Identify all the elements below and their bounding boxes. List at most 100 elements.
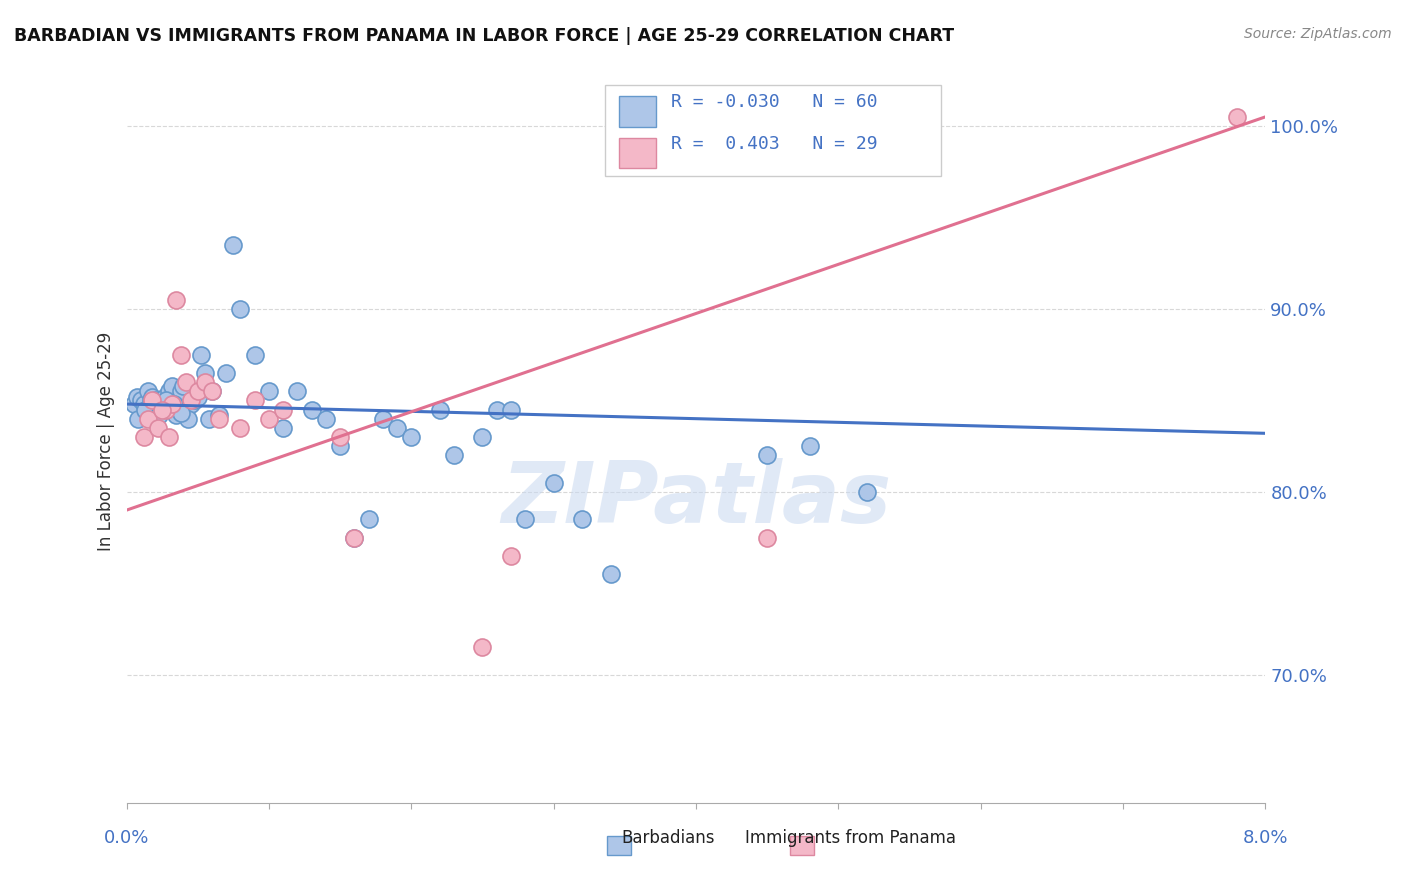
Point [169,406,191,420]
Point [229,421,252,435]
Point [443,448,465,462]
Text: R = -0.030   N = 60: R = -0.030 N = 60 [671,94,877,112]
Point [177,411,200,425]
Point [620,119,643,133]
Point [271,402,294,417]
Point [153,390,176,404]
Point [756,448,779,462]
Point [624,119,647,133]
Point [122,397,145,411]
Point [187,390,209,404]
Point [208,411,231,425]
Point [143,393,166,408]
Point [371,411,394,425]
Point [208,408,231,422]
Point [543,475,565,490]
Point [184,393,207,408]
Point [1226,110,1249,124]
Point [201,384,224,399]
Point [132,430,155,444]
Point [215,366,238,380]
Bar [619,96,657,127]
Point [471,430,494,444]
Point [169,348,191,362]
Point [329,430,352,444]
Point [172,378,194,392]
Point [165,293,187,307]
Point [287,384,309,399]
Point [756,531,779,545]
Point [132,397,155,411]
Point [198,411,221,425]
Bar [607,836,631,855]
Point [187,384,209,399]
Text: ZIPatlas: ZIPatlas [501,458,891,541]
Point [169,384,191,399]
Point [135,402,157,417]
Point [385,421,408,435]
Point [343,531,366,545]
Point [194,375,217,389]
Point [155,393,177,408]
Point [136,384,159,399]
Point [190,348,212,362]
Text: Barbadians: Barbadians [621,829,714,847]
Point [155,402,177,417]
Point [139,393,162,408]
Point [315,411,337,425]
Point [571,512,593,526]
Point [125,390,148,404]
Point [129,393,152,408]
Point [357,512,380,526]
Point [855,484,877,499]
Point [150,402,173,417]
Point [485,402,508,417]
Point [176,375,198,389]
Text: R =  0.403   N = 29: R = 0.403 N = 29 [671,136,877,153]
Point [160,378,183,392]
Point [201,384,224,399]
Point [134,402,156,417]
Point [160,397,183,411]
Point [176,402,198,417]
Point [271,421,294,435]
Point [243,393,266,408]
Point [471,640,494,655]
Text: 0.0%: 0.0% [104,829,149,847]
Point [257,411,280,425]
Point [157,430,180,444]
Point [150,402,173,417]
Point [243,348,266,362]
Point [141,390,163,404]
Point [165,408,187,422]
Point [148,408,170,422]
Point [127,411,149,425]
Point [157,384,180,399]
Point [429,402,451,417]
Y-axis label: In Labor Force | Age 25-29: In Labor Force | Age 25-29 [97,332,115,551]
Text: Immigrants from Panama: Immigrants from Panama [745,829,956,847]
Point [799,439,821,453]
Point [631,119,654,133]
Point [301,402,323,417]
Bar [790,836,814,855]
Point [141,393,163,408]
Point [499,549,522,563]
Point [329,439,352,453]
Point [257,384,280,399]
Text: Source: ZipAtlas.com: Source: ZipAtlas.com [1244,27,1392,41]
Point [222,238,245,252]
Point [162,397,184,411]
Point [499,402,522,417]
Point [146,421,169,435]
Point [401,430,423,444]
Text: BARBADIAN VS IMMIGRANTS FROM PANAMA IN LABOR FORCE | AGE 25-29 CORRELATION CHART: BARBADIAN VS IMMIGRANTS FROM PANAMA IN L… [14,27,955,45]
Point [180,393,202,408]
Point [599,567,621,582]
Bar [619,138,657,169]
Point [515,512,537,526]
Point [180,397,202,411]
Point [343,531,366,545]
Bar [605,86,941,176]
Point [229,301,252,316]
